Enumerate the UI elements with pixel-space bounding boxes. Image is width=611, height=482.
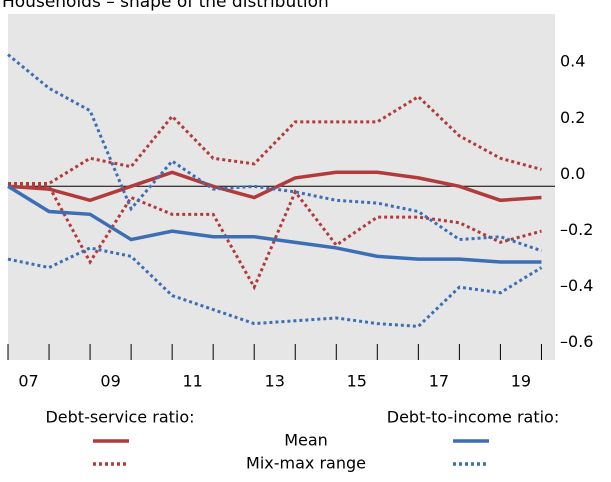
x-tick-label: 17: [429, 372, 449, 391]
y-tick-label: 0.4: [560, 52, 585, 71]
series-line: [7, 182, 542, 291]
legend-group-title: Debt-to-income ratio:: [387, 408, 559, 427]
y-tick-label: –0.2: [560, 220, 593, 239]
series-line: [8, 94, 542, 185]
x-tick-label: 07: [18, 372, 38, 391]
y-tick-label: –0.6: [560, 332, 593, 351]
x-tick-label: 13: [265, 372, 285, 391]
plot-area: [8, 14, 555, 360]
y-tick-label: 0.0: [560, 164, 585, 183]
y-tick-label: 0.2: [560, 108, 585, 127]
legend-group-title: Debt-service ratio:: [45, 408, 194, 427]
series-line: [7, 53, 542, 253]
x-tick-label: 15: [347, 372, 367, 391]
x-tick-label: 09: [100, 372, 120, 391]
legend-entry: Mean: [284, 431, 328, 450]
x-tick-label: 11: [182, 372, 202, 391]
series-line: [7, 184, 542, 264]
legend-entry: Mix-max range: [246, 454, 366, 473]
chart-title: Households – shape of the distribution: [2, 0, 329, 12]
x-tick-label: 19: [511, 372, 531, 391]
y-tick-label: –0.4: [560, 276, 593, 295]
